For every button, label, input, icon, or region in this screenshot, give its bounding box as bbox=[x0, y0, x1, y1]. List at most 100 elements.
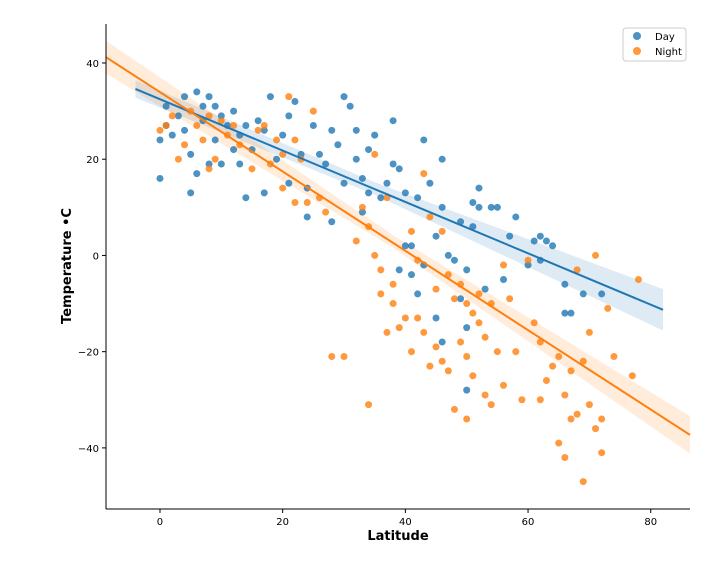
night-point bbox=[407, 227, 415, 235]
day-point bbox=[279, 131, 287, 139]
night-point bbox=[352, 237, 360, 245]
day-point bbox=[395, 266, 403, 274]
day-point bbox=[530, 237, 538, 245]
day-point bbox=[211, 136, 219, 144]
night-point bbox=[193, 122, 201, 130]
night-regression-line bbox=[105, 56, 691, 436]
night-confidence-band bbox=[106, 40, 690, 454]
night-point bbox=[450, 295, 458, 303]
night-point bbox=[309, 107, 317, 115]
night-point bbox=[610, 352, 618, 360]
night-point bbox=[573, 266, 581, 274]
night-point bbox=[401, 314, 409, 322]
day-point bbox=[500, 275, 508, 283]
day-point bbox=[217, 112, 225, 120]
day-point bbox=[187, 189, 195, 197]
day-point bbox=[315, 150, 323, 158]
night-point bbox=[457, 338, 465, 346]
night-point bbox=[481, 333, 489, 341]
legend-label-night: Night bbox=[655, 47, 682, 58]
day-point bbox=[377, 194, 385, 202]
night-point bbox=[217, 117, 225, 125]
day-point bbox=[420, 136, 428, 144]
day-point bbox=[475, 203, 483, 211]
day-point bbox=[542, 237, 550, 245]
day-point bbox=[426, 179, 434, 187]
night-point bbox=[291, 136, 299, 144]
day-point bbox=[365, 189, 373, 197]
day-point bbox=[328, 218, 336, 226]
day-point bbox=[242, 194, 250, 202]
day-point bbox=[414, 194, 422, 202]
night-point bbox=[291, 199, 299, 207]
day-point bbox=[444, 251, 452, 259]
x-tick-label: 80 bbox=[644, 517, 657, 528]
night-point bbox=[512, 348, 520, 356]
day-point bbox=[567, 309, 575, 317]
night-point bbox=[420, 328, 428, 336]
day-point bbox=[352, 126, 360, 134]
day-point bbox=[291, 97, 299, 105]
night-point bbox=[579, 478, 587, 486]
day-point bbox=[285, 112, 293, 120]
night-point bbox=[322, 208, 330, 216]
day-point bbox=[205, 93, 213, 101]
y-tick-label: 40 bbox=[86, 59, 99, 70]
day-point bbox=[395, 165, 403, 173]
day-point bbox=[303, 213, 311, 221]
day-point bbox=[487, 203, 495, 211]
day-point bbox=[365, 146, 373, 154]
day-point bbox=[309, 122, 317, 130]
night-point bbox=[493, 348, 501, 356]
day-point bbox=[187, 150, 195, 158]
night-point bbox=[463, 352, 471, 360]
day-point bbox=[181, 93, 189, 101]
night-point bbox=[414, 314, 422, 322]
legend-label-day: Day bbox=[655, 32, 675, 43]
night-point bbox=[174, 155, 182, 163]
night-point bbox=[420, 170, 428, 178]
day-point bbox=[193, 170, 201, 178]
day-point bbox=[260, 189, 268, 197]
night-point bbox=[598, 449, 606, 457]
day-point bbox=[481, 285, 489, 293]
day-point bbox=[230, 107, 238, 115]
day-point bbox=[217, 160, 225, 168]
day-point bbox=[463, 324, 471, 332]
night-point bbox=[438, 227, 446, 235]
day-confidence-band bbox=[135, 80, 664, 331]
day-point bbox=[463, 266, 471, 274]
night-point bbox=[592, 251, 600, 259]
night-point bbox=[475, 319, 483, 327]
night-point bbox=[248, 165, 256, 173]
legend-marker-night bbox=[633, 47, 641, 55]
night-point bbox=[469, 372, 477, 380]
night-point bbox=[444, 367, 452, 375]
night-point bbox=[524, 256, 532, 264]
day-point bbox=[334, 141, 342, 149]
day-point bbox=[524, 261, 532, 269]
night-point bbox=[279, 184, 287, 192]
night-point bbox=[567, 415, 575, 423]
day-point bbox=[242, 122, 250, 130]
day-point bbox=[438, 338, 446, 346]
night-point bbox=[365, 401, 373, 409]
day-point bbox=[579, 290, 587, 298]
day-point bbox=[389, 117, 397, 125]
night-point bbox=[555, 352, 563, 360]
day-point bbox=[469, 199, 477, 207]
day-point bbox=[358, 208, 366, 216]
night-point bbox=[383, 328, 391, 336]
y-tick-label: 0 bbox=[93, 251, 99, 262]
night-point bbox=[162, 122, 170, 130]
day-point bbox=[371, 131, 379, 139]
x-tick-label: 40 bbox=[399, 517, 412, 528]
night-point bbox=[426, 213, 434, 221]
legend-marker-day bbox=[633, 32, 641, 40]
day-point bbox=[512, 213, 520, 221]
day-point bbox=[389, 160, 397, 168]
night-point bbox=[211, 155, 219, 163]
night-point bbox=[450, 405, 458, 413]
day-point bbox=[285, 179, 293, 187]
